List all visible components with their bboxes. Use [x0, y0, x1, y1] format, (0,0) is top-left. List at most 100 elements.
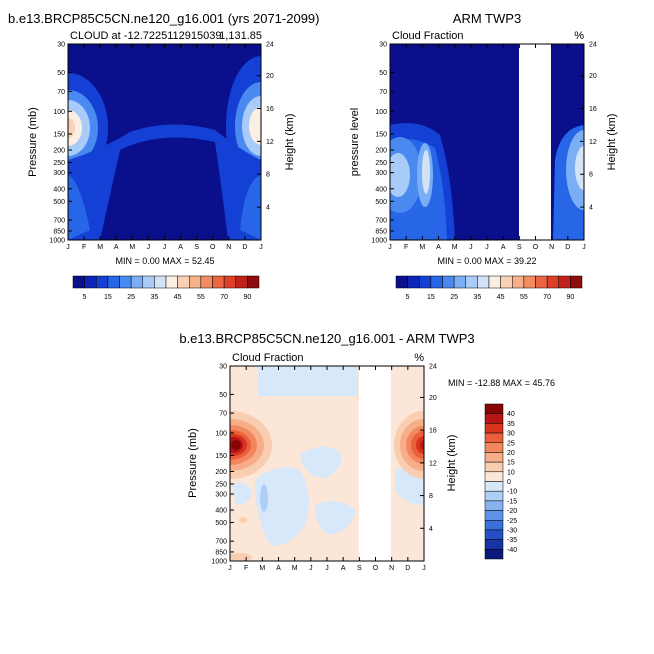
y-tick-label: 200: [53, 148, 65, 155]
panel-obs-y2label: Height (km): [606, 114, 618, 171]
colorbar-swatch: [223, 275, 236, 289]
x-tick-label: D: [565, 244, 570, 251]
panel-model-variable-label: CLOUD at -12.7225112915039: [70, 30, 221, 42]
colorbar-label: 25: [450, 294, 458, 301]
colorbar-swatch: [500, 275, 513, 289]
colorbar-label: 5: [406, 294, 410, 301]
colorbar-swatch: [235, 275, 248, 289]
colorbar-label: 70: [543, 294, 551, 301]
panel-model: b.e13.BRCP85C5CN.ne120_g16.001 (yrs 2071…: [8, 11, 319, 301]
y-tick-label: 70: [219, 411, 227, 418]
y-tick-label: 700: [215, 539, 227, 546]
colorbar-swatch: [177, 275, 190, 289]
colorbar-label: -15: [507, 498, 517, 505]
y-tick-label: 70: [57, 89, 65, 96]
y-tick-label: 100: [375, 109, 387, 116]
contour-lower-2: [68, 175, 90, 240]
colorbar-label: 15: [507, 460, 515, 467]
x-tick-label: J: [228, 565, 232, 572]
y-tick-label: 30: [57, 42, 65, 49]
y2-tick-label: 20: [266, 73, 274, 80]
y-tick-label: 300: [375, 170, 387, 177]
y-tick-label: 200: [375, 148, 387, 155]
panel-obs-ylabel: pressure level: [349, 108, 361, 176]
y-tick-label: 500: [375, 199, 387, 206]
colorbar-swatch: [484, 452, 504, 463]
colorbar-swatch: [546, 275, 559, 289]
colorbar-swatch: [484, 432, 504, 443]
y-tick-label: 30: [379, 42, 387, 49]
colorbar-swatch: [119, 275, 132, 289]
colorbar-swatch: [477, 275, 490, 289]
colorbar-swatch: [407, 275, 420, 289]
panel-diff: b.e13.BRCP85C5CN.ne120_g16.001 - ARM TWP…: [179, 331, 555, 572]
contour-neg-2: [255, 467, 309, 546]
colorbar-swatch: [484, 539, 504, 550]
y2-tick-label: 24: [266, 42, 274, 49]
panel-diff-title: b.e13.BRCP85C5CN.ne120_g16.001 - ARM TWP…: [179, 331, 474, 346]
y2-tick-label: 4: [429, 526, 433, 533]
y-tick-label: 400: [53, 186, 65, 193]
y-tick-label: 150: [53, 131, 65, 138]
y-tick-label: 400: [375, 186, 387, 193]
contour-neg-1: [232, 482, 252, 505]
x-tick-label: M: [259, 565, 265, 572]
x-tick-label: S: [357, 565, 362, 572]
panel-model-y2-axis: 4 8 12 16 20 24: [257, 42, 274, 212]
panel-model-contours: [68, 44, 261, 240]
colorbar-label: 30: [507, 431, 515, 438]
y2-tick-label: 12: [266, 139, 274, 146]
x-tick-label: N: [389, 565, 394, 572]
y-tick-label: 250: [53, 160, 65, 167]
contour-neg-3: [260, 484, 268, 512]
colorbar-swatch: [484, 471, 504, 482]
x-tick-label: F: [244, 565, 248, 572]
x-tick-label: J: [485, 244, 489, 251]
colorbar-label: 55: [520, 294, 528, 301]
colorbar-label: -10: [507, 489, 517, 496]
y-tick-label: 700: [53, 218, 65, 225]
y-tick-label: 200: [215, 469, 227, 476]
contour-pos-small-1: [239, 517, 247, 523]
colorbar-label: 90: [243, 294, 251, 301]
y-tick-label: 50: [379, 70, 387, 77]
colorbar-swatch: [484, 481, 504, 492]
colorbar-label: 25: [507, 440, 515, 447]
colorbar-swatch: [484, 529, 504, 540]
panel-model-colorbar: 5 15 25 35 45 55 70 90: [72, 275, 260, 301]
y-tick-label: 250: [215, 481, 227, 488]
x-tick-label: J: [422, 565, 426, 572]
y2-tick-label: 4: [266, 205, 270, 212]
x-tick-label: M: [292, 565, 298, 572]
y2-tick-label: 12: [429, 460, 437, 467]
panel-model-y-axis: 30 50 70 100 150 200 250 300 400 500 700 850 1000: [49, 42, 72, 245]
colorbar-swatch: [484, 442, 504, 453]
colorbar-swatch: [72, 275, 85, 289]
colorbar-swatch: [165, 275, 178, 289]
x-tick-label: A: [276, 565, 281, 572]
x-tick-label: A: [501, 244, 506, 251]
x-tick-label: O: [373, 565, 379, 572]
x-tick-label: D: [405, 565, 410, 572]
colorbar-swatch: [484, 510, 504, 521]
colorbar-label: 0: [507, 479, 511, 486]
panel-diff-units-label: %: [414, 352, 424, 364]
y-tick-label: 850: [375, 228, 387, 235]
y-tick-label: 1000: [371, 238, 387, 245]
colorbar-swatch: [419, 275, 432, 289]
panel-diff-colorbar: 40 35 30 25 20 15 10 0 -10 -15 -20 -25 -30 -35 -40: [484, 403, 517, 560]
colorbar-label: -40: [507, 547, 517, 554]
colorbar-swatch: [84, 275, 97, 289]
panel-diff-stats: MIN = -12.88 MAX = 45.76: [448, 378, 555, 388]
colorbar-swatch: [465, 275, 478, 289]
colorbar-swatch: [142, 275, 155, 289]
colorbar-swatch: [154, 275, 167, 289]
y-tick-label: 50: [219, 392, 227, 399]
colorbar-label: 35: [150, 294, 158, 301]
y-tick-label: 250: [375, 160, 387, 167]
y-tick-label: 50: [57, 70, 65, 77]
colorbar-swatch: [484, 461, 504, 473]
panel-obs-title: ARM TWP3: [453, 11, 521, 26]
